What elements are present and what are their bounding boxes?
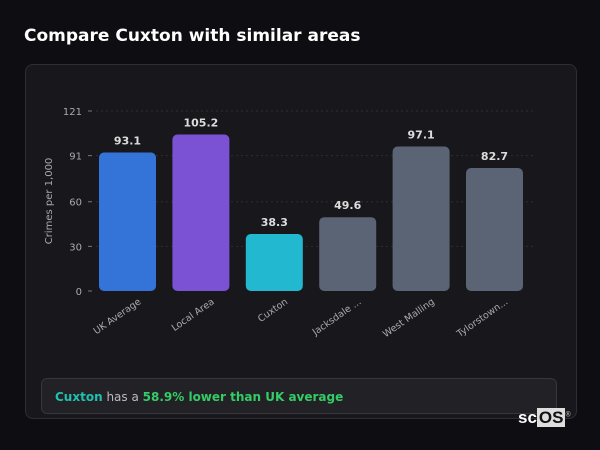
bar-value-label: 97.1 [408, 129, 435, 142]
bar [172, 134, 230, 291]
insight-middle: has a [102, 390, 143, 404]
page-title: Compare Cuxton with similar areas [24, 26, 361, 46]
insight-comparison: 58.9% lower than UK average [142, 390, 344, 404]
bar [392, 146, 450, 291]
bar [245, 234, 303, 291]
insight-box: Cuxton has a 58.9% lower than UK average [41, 378, 557, 414]
y-tick-label: 121 [63, 107, 82, 118]
y-axis-label: Crimes per 1,000 [44, 158, 55, 245]
bar [319, 217, 377, 291]
bar-value-label: 49.6 [334, 199, 361, 212]
bar-value-label: 82.7 [481, 150, 508, 163]
bar-value-label: 105.2 [184, 117, 219, 130]
x-tick-label: UK Average [92, 296, 144, 337]
bar [99, 152, 156, 291]
logo: sc OS ® [518, 408, 571, 427]
x-tick-label: Local Area [170, 296, 217, 333]
y-tick-label: 91 [69, 152, 82, 163]
y-tick-label: 0 [76, 287, 82, 298]
bar-value-label: 93.1 [114, 135, 141, 148]
x-tick-label: West Malling [381, 296, 437, 340]
x-tick-label: Jacksdale ... [310, 296, 364, 338]
x-tick-label: Cuxton [256, 296, 290, 324]
bar-value-label: 38.3 [261, 216, 288, 229]
insight-area: Cuxton [55, 390, 103, 404]
y-tick-label: 60 [69, 198, 82, 209]
y-tick-label: 30 [69, 242, 82, 253]
x-tick-label: Tylorstown... [454, 296, 510, 340]
bar [466, 167, 523, 291]
